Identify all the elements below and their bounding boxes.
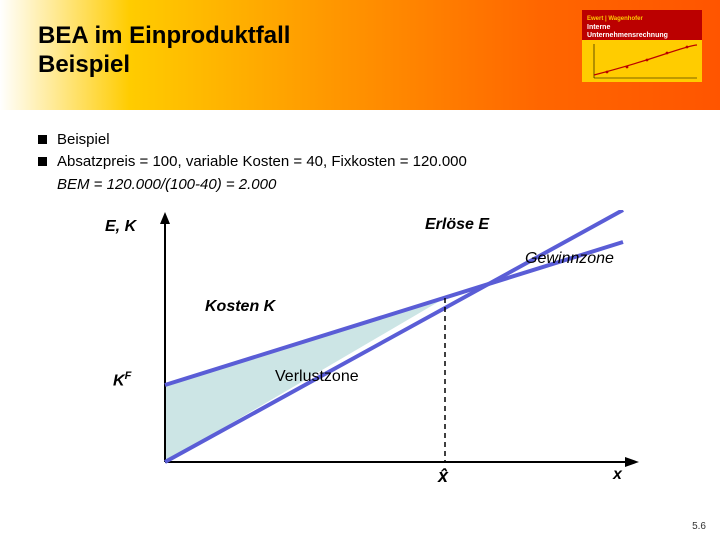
- bullet-marker: [38, 135, 47, 144]
- erlose-label: Erlöse E: [425, 216, 489, 234]
- y-axis-label: E, K: [105, 218, 136, 236]
- break-even-chart: E, K Erlöse E Gewinnzone Kosten K Verlus…: [75, 210, 655, 490]
- logo-text-3: Unternehmensrechnung: [587, 32, 668, 39]
- title-line-1: BEA im Einproduktfall: [38, 22, 290, 51]
- title-line-2: Beispiel: [38, 51, 290, 80]
- slide-title: BEA im Einproduktfall Beispiel: [38, 22, 290, 80]
- bullet-text-2: Absatzpreis = 100, variable Kosten = 40,…: [57, 152, 467, 172]
- bullet-list: Beispiel Absatzpreis = 100, variable Kos…: [38, 130, 658, 195]
- kosten-label: Kosten K: [205, 298, 275, 316]
- bullet-text-1: Beispiel: [57, 130, 110, 150]
- logo-text-1: Ewert | Wagenhofer: [587, 16, 643, 22]
- gewinnzone-label: Gewinnzone: [525, 250, 614, 268]
- bullet-text-2b: BEM = 120.000/(100-40) = 2.000: [57, 175, 658, 195]
- x-axis-label: x: [613, 466, 622, 484]
- x-axis-arrow: [625, 457, 639, 467]
- verlustzone-label: Verlustzone: [275, 368, 359, 386]
- y-axis-arrow: [160, 212, 170, 224]
- bullet-item: Beispiel: [38, 130, 658, 150]
- kf-label: KF: [113, 370, 131, 390]
- revenue-line: [165, 210, 623, 462]
- textbook-logo: Ewert | Wagenhofer Interne Unternehmensr…: [582, 10, 702, 82]
- logo-text-2: Interne: [587, 24, 610, 31]
- page-number: 5.6: [692, 521, 706, 532]
- bullet-marker: [38, 157, 47, 166]
- xhat-label: x̂: [438, 466, 448, 487]
- bullet-item: Absatzpreis = 100, variable Kosten = 40,…: [38, 152, 658, 172]
